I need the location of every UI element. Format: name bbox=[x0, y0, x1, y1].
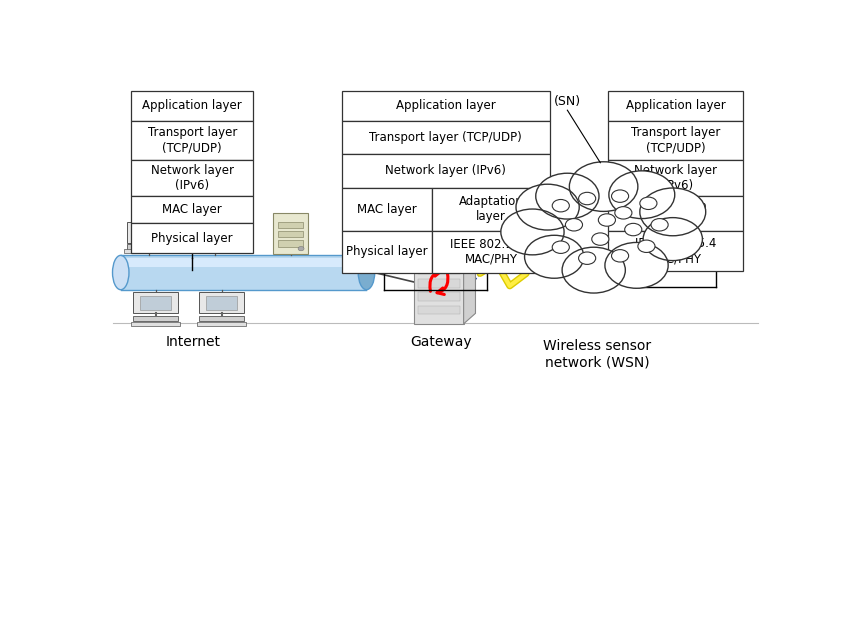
Text: Network layer
(IPv6): Network layer (IPv6) bbox=[150, 164, 234, 192]
Circle shape bbox=[565, 219, 582, 231]
FancyBboxPatch shape bbox=[199, 316, 244, 321]
Circle shape bbox=[570, 162, 638, 211]
Bar bbox=[433, 187, 550, 231]
Text: Adaptation
layer: Adaptation layer bbox=[643, 200, 708, 228]
FancyBboxPatch shape bbox=[278, 231, 303, 237]
Circle shape bbox=[640, 197, 657, 210]
Text: IEEE 802.15.4
MAC/PHY: IEEE 802.15.4 MAC/PHY bbox=[635, 237, 717, 265]
FancyBboxPatch shape bbox=[193, 244, 237, 250]
Circle shape bbox=[552, 241, 570, 254]
Bar bbox=[342, 154, 550, 187]
Text: Transport layer (TCP/UDP): Transport layer (TCP/UDP) bbox=[370, 131, 522, 144]
Ellipse shape bbox=[112, 255, 129, 290]
Text: Adaptation
layer: Adaptation layer bbox=[459, 195, 524, 223]
Bar bbox=[342, 231, 433, 273]
Circle shape bbox=[501, 209, 564, 255]
FancyBboxPatch shape bbox=[418, 293, 460, 301]
Circle shape bbox=[598, 214, 615, 226]
FancyBboxPatch shape bbox=[133, 226, 165, 240]
Circle shape bbox=[651, 219, 668, 231]
FancyBboxPatch shape bbox=[273, 213, 309, 254]
FancyBboxPatch shape bbox=[140, 296, 172, 310]
FancyBboxPatch shape bbox=[131, 322, 180, 326]
Circle shape bbox=[611, 190, 629, 202]
Bar bbox=[121, 255, 366, 290]
Circle shape bbox=[562, 247, 626, 293]
Bar bbox=[131, 196, 253, 223]
Bar bbox=[609, 160, 743, 196]
FancyArrowPatch shape bbox=[430, 270, 441, 291]
Text: Transport layer
(TCP/UDP): Transport layer (TCP/UDP) bbox=[148, 126, 237, 154]
Text: (SN): (SN) bbox=[554, 95, 581, 108]
Polygon shape bbox=[414, 230, 475, 241]
Circle shape bbox=[536, 173, 599, 219]
Circle shape bbox=[615, 206, 632, 219]
FancyBboxPatch shape bbox=[193, 222, 237, 243]
Circle shape bbox=[552, 200, 570, 212]
FancyBboxPatch shape bbox=[278, 221, 303, 228]
Circle shape bbox=[298, 247, 304, 251]
Text: Application layer: Application layer bbox=[396, 99, 496, 112]
Text: Wireless sensor
network (WSN): Wireless sensor network (WSN) bbox=[543, 339, 651, 370]
Text: IEEE 802.15.4
MAC/PHY: IEEE 802.15.4 MAC/PHY bbox=[450, 238, 531, 266]
Bar bbox=[433, 231, 550, 273]
Polygon shape bbox=[463, 230, 475, 324]
FancyBboxPatch shape bbox=[124, 249, 173, 253]
Bar bbox=[131, 121, 253, 160]
Circle shape bbox=[516, 184, 579, 230]
FancyArrowPatch shape bbox=[437, 273, 448, 294]
Text: Network layer (IPv6): Network layer (IPv6) bbox=[385, 164, 507, 177]
Circle shape bbox=[609, 171, 675, 219]
Bar bbox=[131, 91, 253, 121]
FancyBboxPatch shape bbox=[418, 252, 460, 261]
Circle shape bbox=[579, 192, 596, 205]
Circle shape bbox=[638, 240, 655, 252]
FancyBboxPatch shape bbox=[190, 249, 240, 253]
Bar bbox=[609, 231, 743, 270]
FancyBboxPatch shape bbox=[197, 322, 246, 326]
Text: Gateway: Gateway bbox=[410, 335, 472, 348]
Text: Transport layer
(TCP/UDP): Transport layer (TCP/UDP) bbox=[631, 126, 721, 154]
FancyBboxPatch shape bbox=[278, 241, 303, 247]
Ellipse shape bbox=[358, 255, 375, 290]
Circle shape bbox=[605, 242, 668, 288]
FancyBboxPatch shape bbox=[206, 296, 237, 310]
Circle shape bbox=[640, 188, 705, 236]
Circle shape bbox=[625, 223, 642, 236]
FancyBboxPatch shape bbox=[127, 222, 172, 243]
Text: Internet: Internet bbox=[166, 335, 221, 348]
FancyBboxPatch shape bbox=[418, 265, 460, 274]
Circle shape bbox=[611, 250, 629, 262]
FancyBboxPatch shape bbox=[418, 279, 460, 288]
FancyBboxPatch shape bbox=[133, 316, 178, 321]
Bar bbox=[609, 91, 743, 121]
Circle shape bbox=[643, 218, 702, 260]
Bar bbox=[131, 160, 253, 196]
Text: Physical layer: Physical layer bbox=[151, 232, 233, 245]
Circle shape bbox=[524, 235, 584, 278]
Bar bbox=[342, 121, 550, 154]
Text: Application layer: Application layer bbox=[142, 99, 242, 112]
FancyBboxPatch shape bbox=[418, 306, 460, 314]
Text: Network layer
(IPv6): Network layer (IPv6) bbox=[634, 164, 717, 192]
Text: Physical layer: Physical layer bbox=[347, 246, 428, 259]
Circle shape bbox=[579, 252, 596, 264]
Bar bbox=[609, 196, 743, 231]
Bar bbox=[342, 91, 550, 121]
FancyBboxPatch shape bbox=[127, 244, 172, 250]
FancyBboxPatch shape bbox=[199, 226, 230, 240]
Bar bbox=[131, 223, 253, 253]
Bar bbox=[342, 187, 433, 231]
FancyBboxPatch shape bbox=[199, 292, 244, 313]
FancyBboxPatch shape bbox=[133, 292, 178, 313]
Text: Application layer: Application layer bbox=[626, 99, 726, 112]
Text: MAC layer: MAC layer bbox=[357, 203, 417, 216]
Bar bbox=[609, 121, 743, 160]
Text: MAC layer: MAC layer bbox=[162, 203, 222, 216]
Circle shape bbox=[592, 233, 609, 246]
FancyBboxPatch shape bbox=[414, 241, 463, 324]
Bar bbox=[121, 258, 366, 267]
